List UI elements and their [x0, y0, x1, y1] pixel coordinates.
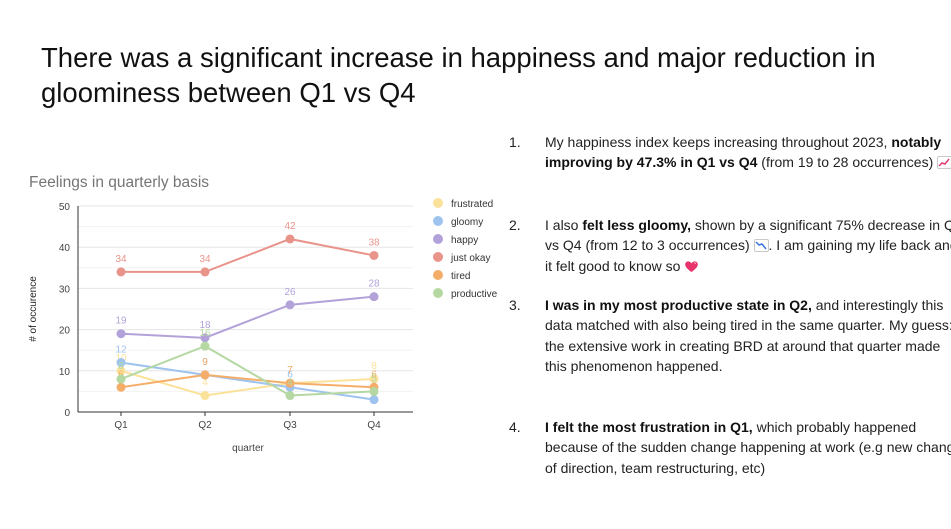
- data-label-happy: 28: [368, 279, 380, 290]
- insight-item: 3. I was in my most productive state in Q…: [509, 295, 951, 376]
- data-point-happy: [116, 329, 126, 339]
- insight-text: (from 19 to 28 occurrences): [757, 154, 938, 171]
- data-point-frustrated: [200, 391, 210, 401]
- data-point-frustrated: [369, 374, 379, 384]
- data-label-tired: 7: [287, 365, 293, 376]
- insight-text: which probably happened because of the s…: [545, 419, 951, 476]
- data-point-frustrated: [116, 366, 126, 376]
- data-label-happy: 19: [115, 316, 127, 327]
- y-tick-label: 20: [59, 326, 71, 337]
- series-line-tired: [120, 373, 375, 389]
- legend-entry: gloomy: [451, 217, 483, 228]
- insight-number: 2.: [509, 217, 521, 233]
- data-point-just-okay: [116, 267, 126, 277]
- insight-text: and interestingly this data matched with…: [545, 297, 951, 374]
- data-point-gloomy: [116, 358, 126, 368]
- insight-item: 4. I felt the most frustration in Q1, whi…: [509, 417, 951, 478]
- legend-entry: tired: [451, 271, 470, 282]
- data-point-tired: [200, 370, 210, 380]
- x-tick-label: Q1: [114, 420, 128, 431]
- y-tick-label: 0: [64, 408, 70, 419]
- data-point-happy: [369, 292, 379, 302]
- legend-entry: frustrated: [451, 199, 493, 210]
- insight-item: 1. My happiness index keeps increasing th…: [509, 132, 951, 173]
- data-label-gloomy: 12: [115, 345, 127, 356]
- insight-highlight: I felt the most frustration in Q1,: [545, 419, 753, 435]
- data-label-gloomy: 6: [287, 369, 293, 380]
- insight-text: I also: [545, 217, 583, 233]
- chart-increasing-icon: [937, 154, 951, 170]
- insight-highlight: I was in my most productive state in Q2,: [545, 297, 812, 313]
- legend-swatch-just-okay: [433, 252, 443, 262]
- insight-text: My happiness index keeps increasing thro…: [545, 134, 892, 150]
- insight-item: 2. I also felt less gloomy, shown by a si…: [509, 215, 951, 276]
- data-point-gloomy: [369, 395, 379, 405]
- chart-title: Feelings in quarterly basis: [29, 174, 210, 191]
- series-line-just-okay: [121, 237, 375, 273]
- data-point-happy: [200, 333, 210, 343]
- y-axis-label: # of occurence: [28, 276, 39, 342]
- data-label-frustrated: 7: [287, 365, 293, 376]
- x-tick-label: Q4: [367, 420, 381, 431]
- legend-entry: happy: [451, 235, 478, 246]
- y-tick-label: 50: [59, 202, 71, 213]
- data-label-happy: 26: [284, 287, 296, 298]
- chart-decreasing-icon: [753, 237, 769, 253]
- data-point-productive: [116, 374, 126, 384]
- data-label-tired: 9: [202, 357, 208, 368]
- data-point-productive: [285, 391, 295, 401]
- data-label-frustrated: 8: [371, 361, 377, 372]
- data-point-happy: [285, 300, 295, 310]
- data-label-gloomy: 9: [202, 357, 208, 368]
- legend-swatch-happy: [433, 234, 443, 244]
- insight-text: shown by a significant 75% decrease in Q…: [545, 217, 951, 254]
- data-point-just-okay: [285, 234, 295, 244]
- data-label-happy: 18: [199, 320, 211, 331]
- data-point-just-okay: [200, 267, 210, 277]
- x-tick-label: Q2: [198, 420, 212, 431]
- data-label-productive: 5: [371, 373, 377, 384]
- legend-entry: productive: [451, 289, 498, 300]
- data-label-productive: 4: [287, 378, 293, 389]
- insight-highlight: notably improving by 47.3% in Q1 vs Q4: [545, 134, 942, 171]
- legend-swatch-tired: [433, 270, 443, 280]
- data-point-productive: [369, 386, 379, 396]
- data-point-tired: [116, 382, 126, 392]
- data-label-tired: 6: [371, 369, 377, 380]
- data-point-tired: [285, 378, 295, 388]
- data-label-productive: 8: [118, 361, 124, 372]
- insight-highlight: felt less gloomy,: [582, 217, 692, 233]
- data-label-productive: 16: [199, 328, 211, 339]
- data-point-productive: [200, 341, 210, 351]
- series-line-happy: [120, 295, 375, 339]
- page-headline: There was a significant increase in happ…: [41, 42, 876, 108]
- heart-icon: [684, 258, 699, 274]
- data-label-just-okay: 34: [115, 254, 127, 265]
- chart-container: 0 10 20 30 40 50 Q1 Q2 Q3 Q4 quarter # of occurence…: [0, 165, 505, 465]
- y-tick-label: 30: [59, 284, 71, 295]
- series-line-frustrated: [120, 369, 375, 397]
- data-label-frustrated: 4: [202, 378, 208, 389]
- insight-text: . I am gaining my life back and it felt …: [545, 237, 951, 274]
- x-tick-label: Q3: [283, 420, 297, 431]
- legend-swatch-frustrated: [433, 198, 443, 208]
- data-label-just-okay: 34: [199, 254, 211, 265]
- insight-number: 3.: [509, 297, 521, 313]
- legend-swatch-productive: [433, 288, 443, 298]
- y-tick-label: 40: [59, 243, 71, 254]
- data-point-just-okay: [369, 250, 379, 260]
- data-label-just-okay: 38: [368, 237, 380, 248]
- x-axis-label: quarter: [232, 443, 264, 454]
- data-label-just-okay: 42: [284, 221, 296, 232]
- insight-number: 4.: [509, 419, 521, 435]
- insight-number: 1.: [509, 134, 521, 150]
- y-tick-label: 10: [59, 367, 71, 378]
- series-line-productive: [120, 344, 375, 397]
- legend-entry: just okay: [450, 253, 490, 264]
- line-chart: 0 10 20 30 40 50 Q1 Q2 Q3 Q4 quarter # of occurence…: [28, 198, 498, 454]
- legend-swatch-gloomy: [433, 216, 443, 226]
